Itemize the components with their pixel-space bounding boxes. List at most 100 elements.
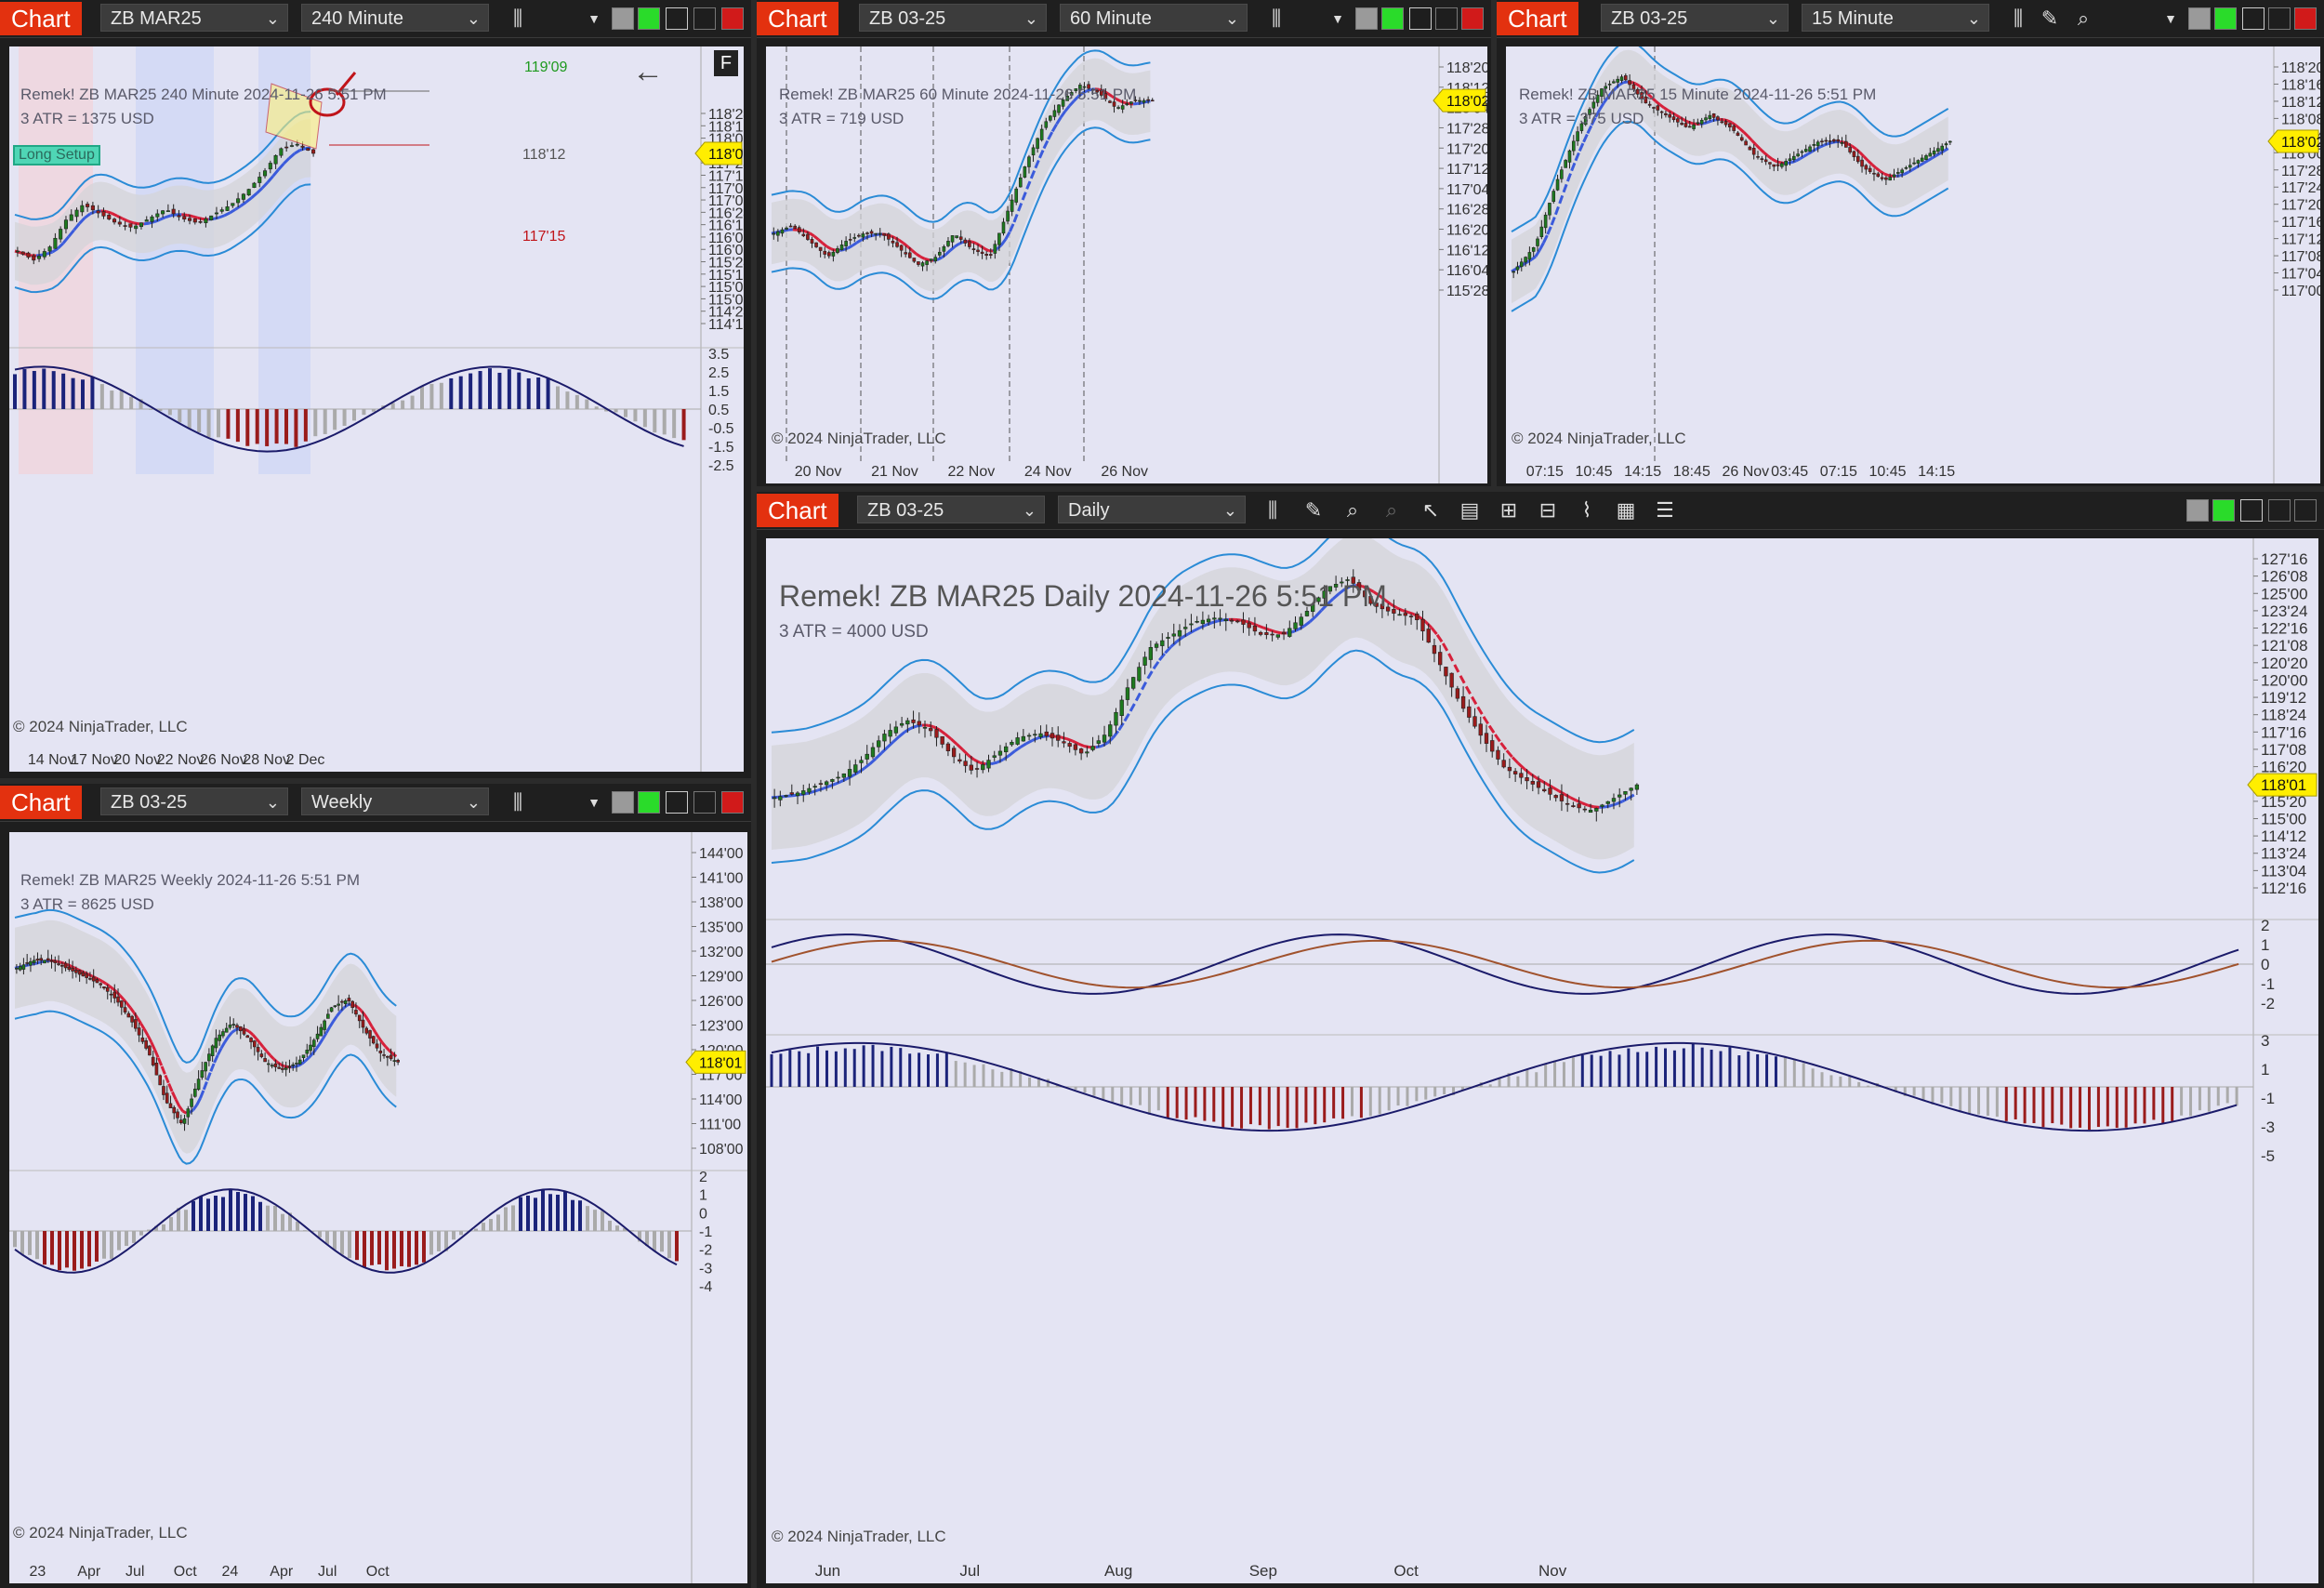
f-button[interactable]: F [714,50,738,76]
maximize-button[interactable] [1435,7,1458,30]
dropdown-arrow-icon[interactable]: ▼ [2164,11,2177,26]
candle-body [940,735,944,745]
link-green-button[interactable] [2212,499,2235,522]
pencil-icon[interactable]: ✎ [2040,7,2059,30]
chart-plot-daily[interactable]: 127'16 126'08 125'00 123'24 122'16 121'08 120'… [766,538,2318,1583]
candle-body [1732,126,1736,131]
link-green-button[interactable] [638,791,660,814]
chart-menu-button[interactable]: Chart [757,494,838,527]
candle-body [151,1056,155,1065]
trend-line-segment [146,1034,153,1043]
chart-plot-15min[interactable]: 118'20118'16118'12118'08118'04118'00117'… [1506,46,2320,483]
chart-plot-weekly[interactable]: 144'00 141'00 138'00 135'00 132'00 129'00 126'… [9,832,747,1583]
chart-plot-60min[interactable]: 118'20118'12118'04117'28117'20117'12117'… [766,46,1487,483]
link-green-button[interactable] [638,7,660,30]
link-green-button[interactable] [2214,7,2237,30]
candle-body [878,232,882,235]
maximize-button[interactable] [2268,499,2291,522]
gray-button[interactable] [612,791,634,814]
interval-selector[interactable]: Weekly ⌄ [301,787,489,815]
close-button[interactable] [721,7,744,30]
chart-menu-button[interactable]: Chart [0,2,82,35]
gray-button[interactable] [2186,499,2209,522]
templates-icon[interactable]: ⊞ [1499,498,1518,522]
maximize-button[interactable] [693,791,716,814]
candle-body [778,796,783,801]
close-button[interactable] [1461,7,1484,30]
candle-body [1944,143,1948,146]
minimize-button[interactable] [2240,499,2263,522]
candle-body [112,218,117,223]
dropdown-arrow-icon[interactable]: ▼ [588,11,601,26]
candle-body [789,792,794,795]
instrument-selector[interactable]: ZB 03-25 ⌄ [859,4,1047,32]
close-button[interactable] [2294,7,2317,30]
trend-line-segment [868,757,878,765]
candle-body [219,209,224,212]
instrument-selector[interactable]: ZB 03-25 ⌄ [100,787,288,815]
strategies-icon[interactable]: ⌇ [1581,498,1592,522]
price-tick-label: 144'00 [699,846,744,862]
back-arrow-icon[interactable]: ← [632,54,664,89]
chart-menu-button[interactable]: Chart [0,786,82,819]
candle-body [1820,140,1824,143]
close-button[interactable] [721,791,744,814]
interval-selector[interactable]: 240 Minute ⌄ [301,4,489,32]
chart-menu-button[interactable]: Chart [757,2,838,35]
gray-button[interactable] [1355,7,1378,30]
maximize-button[interactable] [693,7,716,30]
bar-type-icon[interactable]: ⫼ [2013,7,2024,30]
minimize-button[interactable] [666,791,688,814]
candle-body [951,748,957,758]
dropdown-arrow-icon[interactable]: ▼ [1331,11,1344,26]
chart-menu-button[interactable]: Chart [1497,2,1578,35]
candle-body [1275,634,1281,638]
bar-type-icon[interactable]: ⫼ [512,790,523,814]
instrument-selector[interactable]: ZB MAR25 ⌄ [100,4,288,32]
list-icon[interactable]: ☰ [1656,498,1674,522]
pointer-icon[interactable]: ↖ [1421,498,1440,522]
candle-body [1591,101,1596,109]
gray-button[interactable] [2188,7,2211,30]
trend-line-segment [1858,152,1866,158]
instrument-selector[interactable]: ZB 03-25 ⌄ [1601,4,1789,32]
maximize-button[interactable] [2268,7,2291,30]
link-green-button[interactable] [1381,7,1404,30]
pencil-icon[interactable]: ✎ [1304,498,1323,522]
candle-body [295,143,299,146]
bar-type-icon[interactable]: ⫼ [1271,7,1282,30]
dropdown-arrow-icon[interactable]: ▼ [588,795,601,810]
bar-type-icon[interactable]: ⫼ [512,7,523,30]
price-tick-label: 117'20 [2281,198,2320,214]
candle-body [1527,252,1532,260]
candle-body [831,251,836,257]
lower-band-line [771,126,1151,300]
interval-selector[interactable]: 15 Minute ⌄ [1802,4,1989,32]
candle-body [1530,781,1535,785]
properties-icon[interactable]: ▦ [1616,498,1636,522]
candle-body [1579,123,1584,131]
trend-line-segment [1795,157,1801,163]
gray-button[interactable] [612,7,634,30]
trend-line-segment [1582,132,1590,143]
trend-line-segment [1727,119,1733,125]
minimize-button[interactable] [1409,7,1432,30]
interval-selector[interactable]: Daily ⌄ [1058,496,1246,523]
minimize-button[interactable] [2242,7,2265,30]
indicators-icon[interactable]: ⊟ [1538,498,1557,522]
interval-selector[interactable]: 60 Minute ⌄ [1060,4,1248,32]
data-box-icon[interactable]: ▤ [1459,498,1480,522]
restore-button[interactable] [2294,499,2317,522]
zoom-in-icon[interactable]: ⌕ [2077,7,2090,30]
bar-type-icon[interactable]: ⫼ [1267,498,1278,522]
price-tick-label: 141'00 [699,871,744,887]
candle-body [1656,105,1660,111]
minimize-button[interactable] [666,7,688,30]
chart-plot-240min[interactable]: 118'24118'16118'08118'00117'24117'16117'… [9,46,744,772]
zoom-in-icon[interactable]: ⌕ [1346,498,1359,522]
trend-line-segment [1326,598,1335,606]
zoom-out-icon[interactable]: ⌕ [1385,498,1398,522]
candle-body [210,1045,215,1056]
lower-band-line [14,1010,397,1165]
instrument-selector[interactable]: ZB 03-25 ⌄ [857,496,1045,523]
